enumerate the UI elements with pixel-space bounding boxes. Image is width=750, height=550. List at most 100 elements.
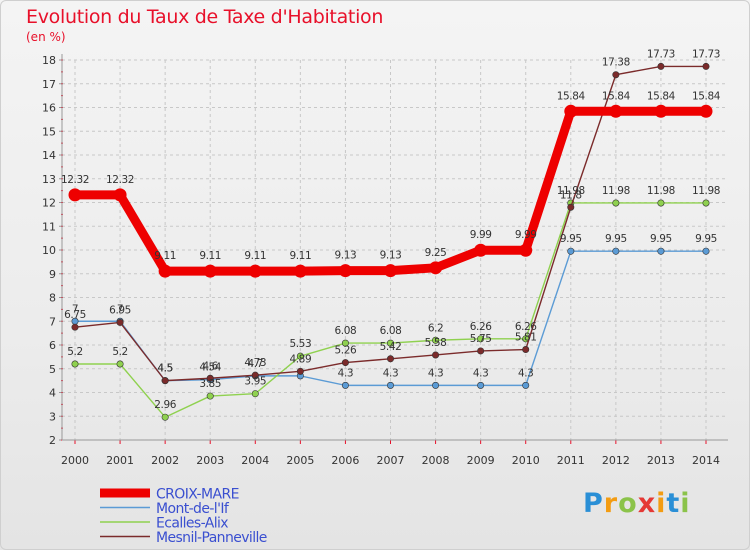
- series-point-1: [612, 247, 620, 255]
- series-point-0: [699, 104, 713, 118]
- series-point-0: [68, 188, 82, 202]
- data-label: 3.85: [199, 378, 221, 390]
- y-tick-label: 11: [42, 220, 56, 233]
- series-point-0: [474, 243, 488, 257]
- data-label: 5.2: [112, 346, 128, 358]
- series-point-2: [341, 339, 349, 347]
- data-label: 4.3: [383, 367, 399, 379]
- data-label: 9.95: [560, 233, 582, 245]
- data-label: 9.11: [154, 250, 176, 262]
- y-tick-label: 10: [42, 244, 56, 257]
- series-point-0: [609, 104, 623, 118]
- data-label: 4.3: [428, 367, 444, 379]
- series-point-0: [293, 264, 307, 278]
- data-label: 11.98: [602, 185, 630, 197]
- data-label: 4.54: [199, 362, 221, 374]
- x-tick-label: 2014: [692, 454, 720, 467]
- data-label: 2.96: [154, 399, 176, 411]
- x-tick-label: 2012: [602, 454, 630, 467]
- data-label: 4.5: [157, 363, 173, 375]
- data-label: 11.98: [647, 185, 675, 197]
- legend-label: Mesnil-Panneville: [156, 530, 267, 546]
- series-point-2: [71, 360, 79, 368]
- x-tick-label: 2008: [422, 454, 450, 467]
- data-label: 5.75: [470, 333, 492, 345]
- data-label: 5.81: [515, 332, 537, 344]
- series-point-0: [158, 264, 172, 278]
- y-tick-label: 8: [49, 292, 56, 305]
- data-label: 6.75: [64, 309, 86, 321]
- chart-units: (en %): [26, 30, 66, 44]
- data-label: 5.42: [380, 341, 402, 353]
- y-tick-label: 18: [42, 54, 56, 67]
- legend-label: Mont-de-l'If: [156, 501, 230, 517]
- data-label: 9.25: [425, 247, 447, 259]
- data-label: 4.3: [473, 367, 489, 379]
- axis-layer: 2 3 4 5 6 7 8 9 10 11 12 13 14 15 16 17 18 2000 2001 2002 20…: [42, 54, 728, 467]
- series-point-1: [702, 247, 710, 255]
- legend: CROIX-MAREMont-de-l'IfEcalles-AlixMesnil…: [100, 487, 267, 546]
- y-tick-label: 5: [49, 363, 56, 376]
- data-label-layer: 12.32 12.32 9.11 9.11 9.11 9.11 9.13 9.13 9.25 9.…: [61, 48, 721, 411]
- y-tick-label: 17: [42, 78, 56, 91]
- x-tick-label: 2007: [377, 454, 405, 467]
- data-label: 4.3: [338, 367, 354, 379]
- data-label: 9.13: [380, 250, 402, 262]
- series-point-0: [429, 261, 443, 275]
- data-label: 6.95: [109, 304, 131, 316]
- x-tick-label: 2003: [196, 454, 224, 467]
- series-point-0: [564, 104, 578, 118]
- series-point-2: [296, 352, 304, 360]
- data-label: 17.38: [602, 57, 630, 69]
- series-point-3: [341, 359, 349, 367]
- x-tick-label: 2002: [151, 454, 179, 467]
- series-point-1: [386, 381, 394, 389]
- data-label: 6.08: [380, 325, 402, 337]
- y-tick-label: 15: [42, 125, 56, 138]
- data-label: 17.73: [692, 48, 720, 60]
- proxiti-logo: Proxiti: [583, 488, 691, 519]
- series-point-1: [477, 381, 485, 389]
- series-point-3: [251, 371, 259, 379]
- data-label: 17.73: [647, 48, 675, 60]
- series-point-2: [116, 360, 124, 368]
- series-point-3: [702, 62, 710, 70]
- legend-label: CROIX-MARE: [156, 487, 239, 503]
- series-point-1: [567, 247, 575, 255]
- data-label: 7: [117, 303, 123, 315]
- y-tick-label: 14: [42, 149, 56, 162]
- series-point-2: [477, 335, 485, 343]
- legend-label: Ecalles-Alix: [156, 516, 228, 532]
- data-label: 5.58: [425, 337, 447, 349]
- data-label: 9.95: [605, 233, 627, 245]
- series-point-2: [702, 199, 710, 207]
- x-tick-label: 2011: [557, 454, 585, 467]
- series-point-3: [386, 355, 394, 363]
- data-label: 15.84: [602, 90, 631, 102]
- x-tick-label: 2010: [512, 454, 540, 467]
- series-point-3: [206, 374, 214, 382]
- series-point-3: [612, 71, 620, 79]
- x-tick-label: 2013: [647, 454, 675, 467]
- series-point-0: [338, 264, 352, 278]
- series-point-2: [612, 199, 620, 207]
- x-tick-label: 2009: [467, 454, 495, 467]
- chart-title: Evolution du Taux de Taxe d'Habitation: [26, 6, 384, 28]
- series-point-2: [161, 413, 169, 421]
- series-point-0: [113, 188, 127, 202]
- y-tick-label: 13: [42, 173, 56, 186]
- y-tick-label: 9: [49, 268, 56, 281]
- series-point-1: [657, 247, 665, 255]
- series-point-2: [206, 392, 214, 400]
- y-tick-label: 2: [49, 434, 56, 447]
- series-point-1: [432, 381, 440, 389]
- series-point-0: [519, 243, 533, 257]
- series-point-2: [657, 199, 665, 207]
- series-point-3: [161, 377, 169, 385]
- series-point-3: [567, 203, 575, 211]
- data-label: 11.98: [557, 185, 585, 197]
- data-label: 6.2: [428, 322, 444, 334]
- data-label: 9.11: [244, 250, 266, 262]
- data-label: 12.32: [61, 174, 89, 186]
